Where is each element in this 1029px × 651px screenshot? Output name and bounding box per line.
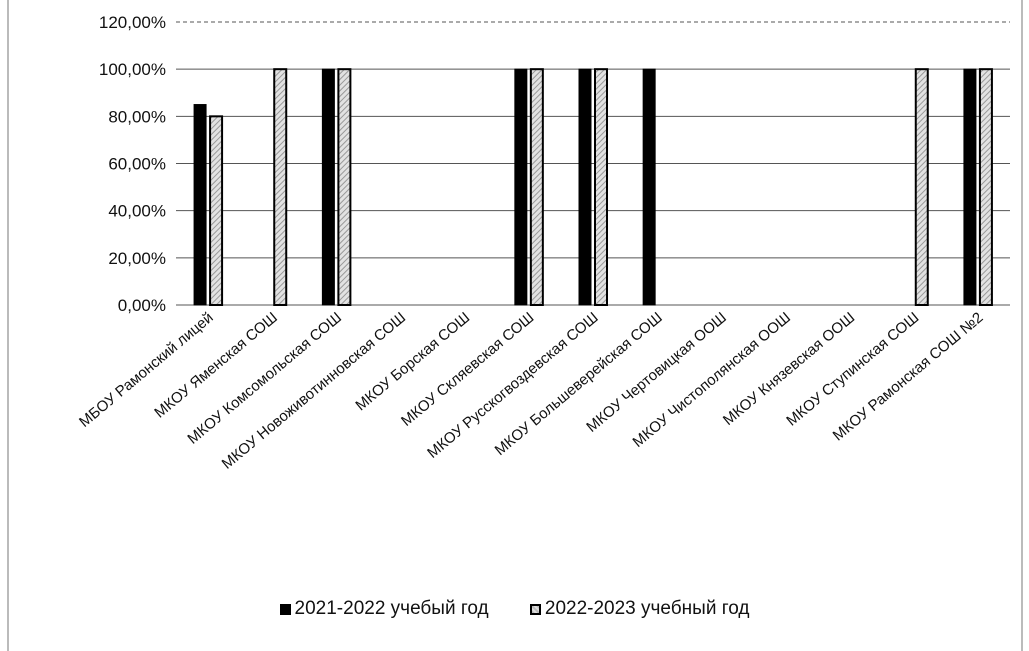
bar-2021-2022 — [963, 68, 977, 306]
y-tick-label: 0,00% — [118, 296, 166, 315]
y-axis-ticks: 0,00% 20,00% 40,00% 60,00% 80,00% 100,00% 120,… — [99, 13, 166, 315]
legend-item-2022-2023: 2022-2023 учебный год — [529, 598, 750, 620]
y-tick-label: 40,00% — [108, 202, 166, 221]
bars — [193, 68, 993, 307]
y-tick-label: 60,00% — [108, 155, 166, 174]
y-tick-label: 80,00% — [108, 107, 166, 126]
legend-swatch-2022-2023 — [529, 603, 541, 615]
legend-label-2021-2022: 2021-2022 учебый год — [294, 598, 489, 619]
bar-2022-2023 — [914, 68, 929, 306]
bar-2022-2023 — [529, 68, 544, 306]
bar-2022-2023 — [978, 68, 993, 306]
legend-label-2022-2023: 2022-2023 учебный год — [544, 598, 750, 619]
bar-2021-2022 — [514, 68, 528, 306]
bar-2022-2023 — [273, 68, 288, 306]
bar-2021-2022 — [193, 104, 207, 306]
y-tick-label: 20,00% — [108, 249, 166, 268]
bar-2022-2023 — [594, 68, 608, 306]
legend-item-2021-2022: 2021-2022 учебый год — [279, 598, 489, 620]
bar-2022-2023 — [337, 68, 352, 306]
x-tick-label: МКОУ Яменская СОШ — [151, 309, 281, 422]
legend-swatch-2021-2022 — [279, 603, 291, 615]
x-tick-label: МБОУ Рамонский лицей — [76, 309, 217, 431]
y-tick-label: 120,00% — [99, 13, 166, 32]
x-tick-label: МКОУ Борская СОШ — [352, 309, 473, 414]
legend: 2021-2022 учебый год 2022-2023 учебный г… — [0, 598, 1029, 621]
bar-2021-2022 — [642, 68, 656, 306]
gridlines — [176, 21, 1010, 306]
bar-2022-2023 — [209, 115, 224, 307]
bar-2021-2022 — [321, 68, 335, 306]
bar-2021-2022 — [578, 68, 592, 306]
y-tick-label: 100,00% — [99, 60, 166, 79]
